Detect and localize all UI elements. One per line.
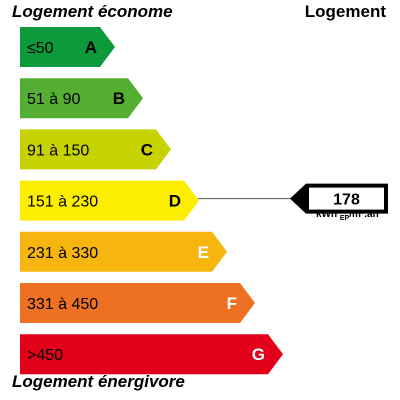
indicator-value: 178 (333, 192, 360, 209)
unit-suffix: /m².an (349, 209, 379, 220)
class-d-letter: D (169, 192, 181, 211)
class-e-range: 231 à 330 (27, 245, 98, 262)
energy-intensive-housing-label: Logement énergivore (12, 372, 185, 391)
class-c-letter: C (141, 140, 153, 159)
unit-label: kWh EP/m².an (316, 209, 379, 222)
class-b-letter: B (113, 89, 125, 108)
class-e-arrow (20, 231, 227, 272)
housing-label: Logement (304, 2, 386, 21)
class-e-bar: 231 à 330 E (20, 231, 227, 272)
class-g-letter: G (252, 345, 265, 364)
indicator-value-box (309, 187, 384, 210)
class-g-arrow (20, 334, 283, 375)
class-a-bar: ≤50 A (20, 27, 115, 67)
class-f-range: 331 à 450 (27, 296, 98, 313)
class-c-range: 91 à 150 (27, 142, 89, 159)
unit-main: kWh (316, 209, 338, 220)
class-c-bar: 91 à 150 C (20, 129, 171, 170)
class-a-letter: A (85, 38, 97, 57)
class-f-arrow (20, 283, 255, 323)
class-e-letter: E (198, 243, 209, 262)
class-d-bar: 151 à 230 D (20, 180, 199, 221)
class-f-bar: 331 à 450 F (20, 283, 255, 323)
class-g-bar: >450 G (20, 334, 283, 375)
class-c-arrow (20, 129, 171, 170)
class-a-range: ≤50 (27, 40, 54, 57)
class-b-arrow (20, 78, 143, 119)
class-d-range: 151 à 230 (27, 194, 98, 211)
class-b-range: 51 à 90 (27, 91, 80, 108)
efficient-housing-label: Logement économe (12, 2, 173, 21)
unit-sub: EP (339, 215, 350, 222)
class-g-range: >450 (27, 347, 63, 364)
class-a-arrow (20, 27, 115, 67)
class-b-bar: 51 à 90 B (20, 78, 143, 119)
class-f-letter: F (227, 294, 237, 313)
class-d-arrow (20, 180, 199, 221)
